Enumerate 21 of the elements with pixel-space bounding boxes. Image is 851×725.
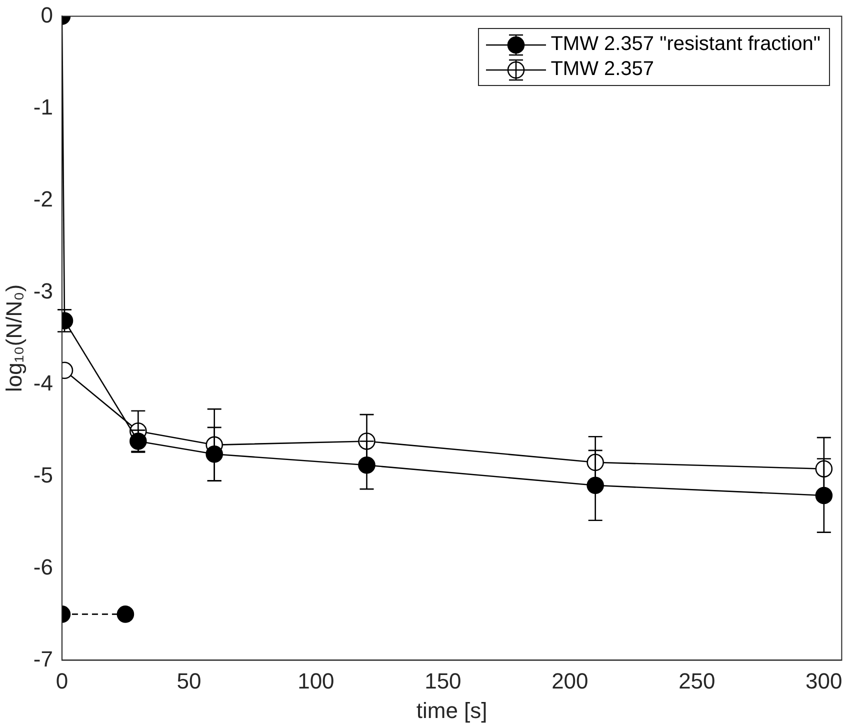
x-tick-label: 300 (806, 668, 842, 694)
point (815, 460, 833, 478)
x-tick-label: 0 (56, 668, 68, 694)
y-tick-label: -5 (33, 462, 53, 488)
x-tick-label: 250 (678, 668, 716, 694)
x-tick-label: 200 (552, 668, 588, 694)
y-tick-label: -3 (33, 278, 53, 304)
x-axis-title: time [s] (416, 698, 488, 723)
point (130, 432, 147, 450)
x-tick-label: 150 (424, 668, 462, 694)
x-tick-label: 100 (298, 668, 334, 694)
legend-label: TMW 2.357 "resistant fraction" (550, 33, 821, 56)
y-tick-label: -2 (33, 186, 53, 212)
y-tick-label: -6 (33, 554, 53, 580)
y-tick-label: -4 (33, 370, 53, 396)
y-tick-label: -7 (33, 646, 53, 672)
y-tick-label: 0 (40, 2, 53, 28)
legend-label: TMW 2.357 (550, 58, 654, 82)
y-tick-label: -1 (33, 94, 53, 120)
y-axis-title: log₁₀(N/N₀) (1, 284, 26, 392)
x-tick-label: 50 (176, 668, 202, 694)
